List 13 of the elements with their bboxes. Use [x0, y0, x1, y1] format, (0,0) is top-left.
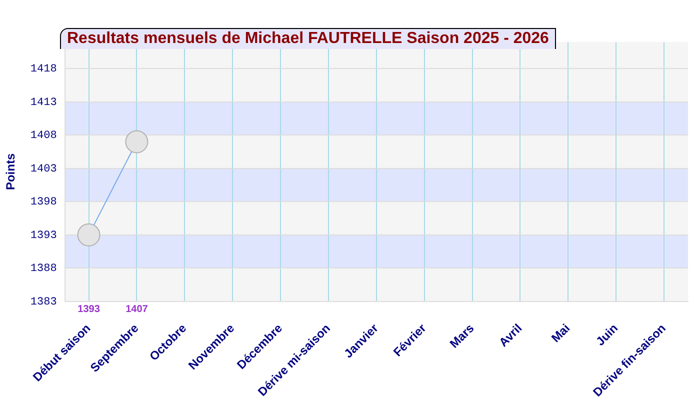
y-axis-title: Points [4, 153, 18, 190]
data-label: 1407 [126, 304, 148, 316]
data-label: 1393 [78, 304, 100, 316]
y-tick-label: 1388 [30, 263, 57, 276]
y-tick-label: 1408 [30, 130, 57, 142]
y-tick-label: 1383 [30, 296, 57, 308]
y-tick-label: 1418 [30, 64, 57, 76]
y-tick-label: 1413 [30, 96, 57, 109]
y-tick-label: 1393 [30, 230, 57, 242]
x-tick-label: Mai [548, 321, 573, 346]
y-tick-label: 1398 [30, 196, 57, 209]
y-tick-label: 1403 [30, 163, 57, 176]
x-tick-label: Juin [593, 321, 621, 348]
